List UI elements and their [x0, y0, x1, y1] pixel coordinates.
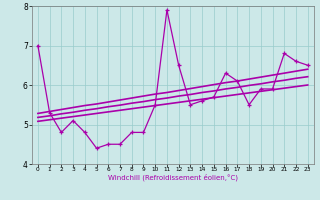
X-axis label: Windchill (Refroidissement éolien,°C): Windchill (Refroidissement éolien,°C) — [108, 174, 238, 181]
